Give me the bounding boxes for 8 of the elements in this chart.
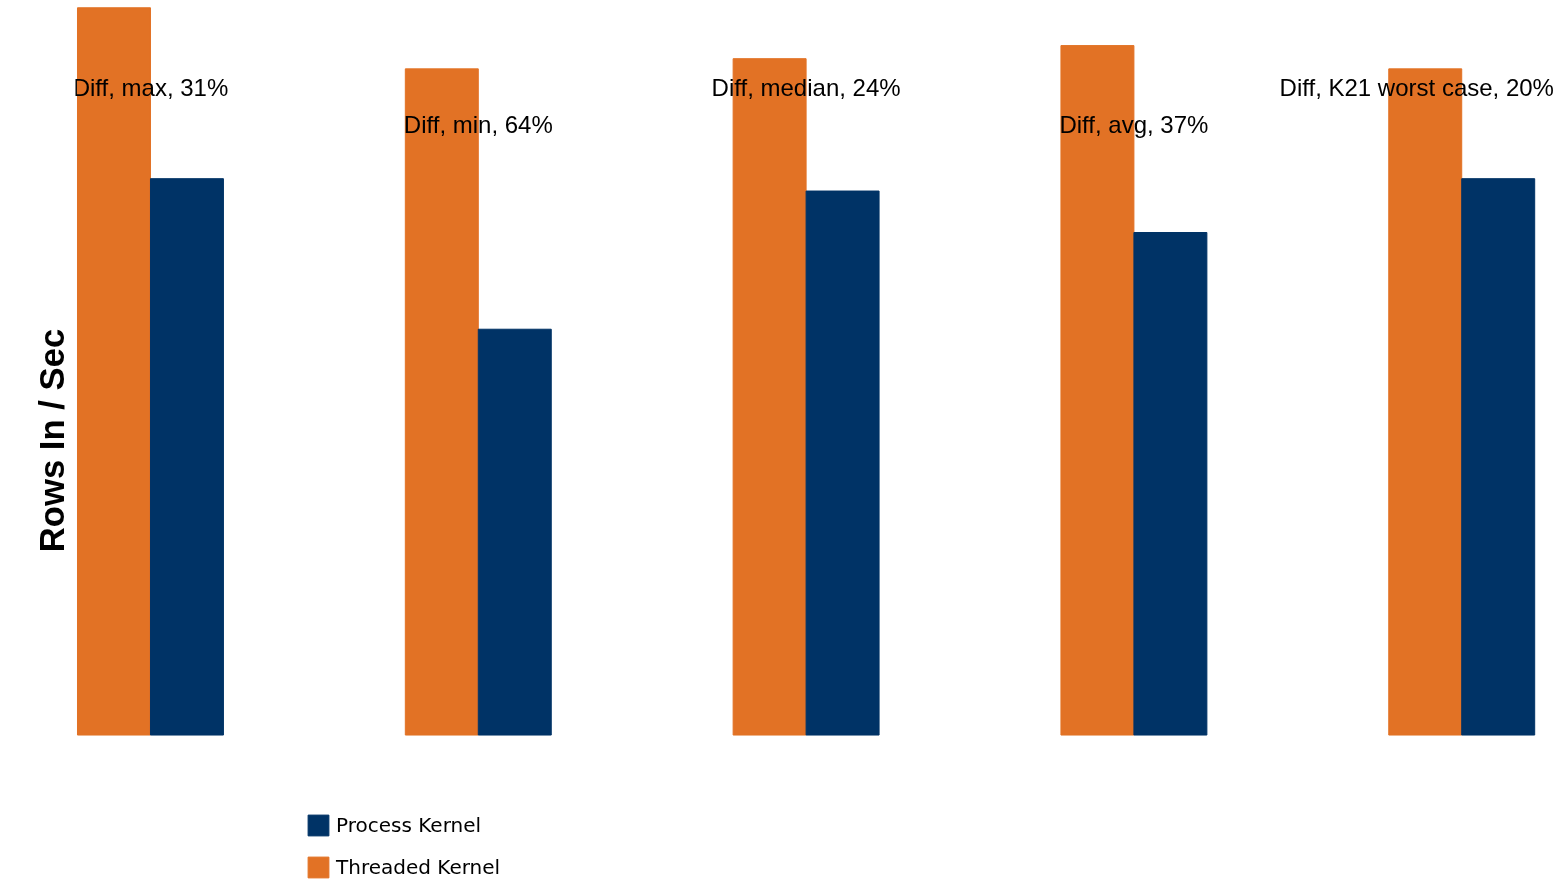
bar — [1461, 178, 1536, 736]
legend-label: Process Kernel — [336, 813, 482, 837]
bar — [805, 190, 880, 736]
y-axis-title: Rows In / Sec — [32, 328, 71, 553]
bar — [1133, 232, 1208, 736]
bar — [477, 328, 552, 736]
legend-label: Threaded Kernel — [336, 855, 501, 879]
bar — [149, 178, 224, 736]
